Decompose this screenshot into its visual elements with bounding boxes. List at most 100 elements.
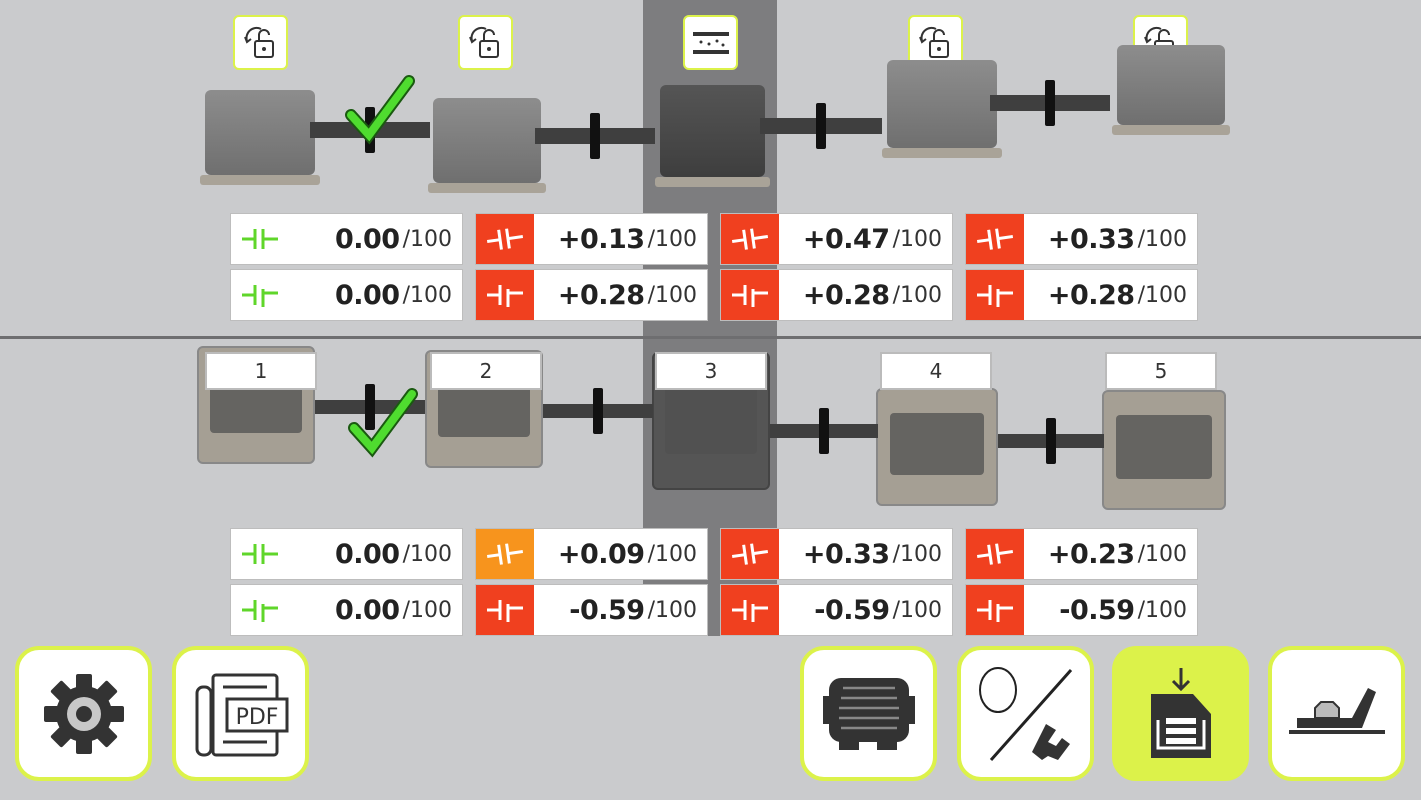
status-bad-icon bbox=[721, 585, 779, 635]
gear-icon bbox=[43, 673, 124, 754]
status-bad-icon bbox=[476, 214, 534, 264]
side-machine-2[interactable] bbox=[428, 98, 546, 201]
status-warn-icon bbox=[476, 529, 534, 579]
value-tolerance: /100 bbox=[647, 226, 697, 252]
value-number: +0.28 bbox=[557, 279, 645, 311]
status-ok-icon bbox=[231, 585, 289, 635]
status-ok-icon bbox=[231, 529, 289, 579]
top-machine-5[interactable] bbox=[1102, 390, 1226, 510]
misalignment-value[interactable]: 0.00/100 bbox=[230, 528, 463, 580]
misalignment-value[interactable]: +0.33/100 bbox=[720, 528, 953, 580]
misalignment-value[interactable]: 0.00/100 bbox=[230, 269, 463, 321]
misalignment-value[interactable]: 0.00/100 bbox=[230, 584, 463, 636]
machine-body bbox=[433, 98, 541, 183]
machine-button[interactable] bbox=[800, 646, 937, 781]
value-number: +0.23 bbox=[1047, 538, 1135, 570]
value-number: 0.00 bbox=[334, 594, 400, 626]
value-tolerance: /100 bbox=[647, 597, 697, 623]
machine-base bbox=[655, 177, 770, 187]
misalignment-value[interactable]: 0.00/100 bbox=[230, 213, 463, 265]
side-machine-3[interactable] bbox=[655, 85, 770, 191]
pdf-report-icon: PDF bbox=[195, 673, 288, 756]
lock-button-1[interactable] bbox=[233, 15, 288, 70]
top-machine-4[interactable] bbox=[876, 388, 998, 506]
machine-label-1[interactable]: 1 bbox=[205, 352, 317, 390]
pdf-label: PDF bbox=[235, 705, 278, 730]
value-tolerance: /100 bbox=[647, 541, 697, 567]
coupling bbox=[816, 103, 826, 149]
machine-housing bbox=[665, 380, 757, 455]
misalignment-value[interactable]: +0.28/100 bbox=[965, 269, 1198, 321]
save-to-card-icon bbox=[1150, 667, 1211, 758]
value-tolerance: /100 bbox=[1137, 226, 1187, 252]
misalignment-value[interactable]: +0.28/100 bbox=[475, 269, 708, 321]
unlock-rotate-icon bbox=[468, 26, 499, 58]
value-tolerance: /100 bbox=[402, 541, 452, 567]
value-number: 0.00 bbox=[334, 538, 400, 570]
status-bad-icon bbox=[966, 270, 1024, 320]
machine-label-2[interactable]: 2 bbox=[430, 352, 542, 390]
misalignment-value[interactable]: +0.33/100 bbox=[965, 213, 1198, 265]
misalignment-value[interactable]: +0.13/100 bbox=[475, 213, 708, 265]
soft-foot-icon bbox=[1288, 687, 1385, 734]
status-bad-icon bbox=[721, 214, 779, 264]
status-ok-icon bbox=[231, 270, 289, 320]
side-machine-4[interactable] bbox=[882, 60, 1002, 168]
value-number: 0.00 bbox=[334, 279, 400, 311]
lock-button-2[interactable] bbox=[458, 15, 513, 70]
rotation-shim-button[interactable] bbox=[957, 646, 1094, 781]
status-bad-icon bbox=[476, 585, 534, 635]
misalignment-value[interactable]: +0.23/100 bbox=[965, 528, 1198, 580]
machine-housing bbox=[1116, 415, 1212, 479]
misalignment-value[interactable]: -0.59/100 bbox=[965, 584, 1198, 636]
value-tolerance: /100 bbox=[892, 282, 942, 308]
value-number: +0.13 bbox=[557, 223, 645, 255]
misalignment-value[interactable]: +0.28/100 bbox=[720, 269, 953, 321]
view-divider bbox=[0, 336, 1421, 339]
value-tolerance: /100 bbox=[892, 226, 942, 252]
coupling bbox=[365, 384, 375, 430]
machine-label-3[interactable]: 3 bbox=[655, 352, 767, 390]
machine-body bbox=[660, 85, 765, 177]
value-tolerance: /100 bbox=[647, 282, 697, 308]
motor-icon bbox=[822, 677, 915, 750]
status-bad-icon bbox=[476, 270, 534, 320]
settings-button[interactable] bbox=[15, 646, 152, 781]
coupling bbox=[819, 408, 829, 454]
value-number: 0.00 bbox=[334, 223, 400, 255]
unlock-rotate-icon bbox=[918, 26, 949, 58]
value-number: +0.28 bbox=[1047, 279, 1135, 311]
value-number: +0.47 bbox=[802, 223, 890, 255]
side-machine-1[interactable] bbox=[200, 90, 320, 193]
value-number: -0.59 bbox=[1059, 594, 1135, 626]
foot-button[interactable] bbox=[1268, 646, 1405, 781]
misalignment-value[interactable]: +0.09/100 bbox=[475, 528, 708, 580]
misalignment-value[interactable]: -0.59/100 bbox=[475, 584, 708, 636]
misalignment-value[interactable]: -0.59/100 bbox=[720, 584, 953, 636]
value-number: +0.33 bbox=[1047, 223, 1135, 255]
coupling bbox=[593, 388, 603, 434]
value-tolerance: /100 bbox=[402, 282, 452, 308]
value-tolerance: /100 bbox=[402, 226, 452, 252]
status-ok-icon bbox=[231, 214, 289, 264]
lock-button-3[interactable] bbox=[683, 15, 738, 70]
value-tolerance: /100 bbox=[1137, 541, 1187, 567]
value-number: -0.59 bbox=[814, 594, 890, 626]
value-tolerance: /100 bbox=[892, 541, 942, 567]
value-tolerance: /100 bbox=[402, 597, 452, 623]
status-bad-icon bbox=[721, 270, 779, 320]
pdf-report-button[interactable]: PDF bbox=[172, 646, 309, 781]
value-tolerance: /100 bbox=[1137, 282, 1187, 308]
machine-label-4[interactable]: 4 bbox=[880, 352, 992, 390]
misalignment-value[interactable]: +0.47/100 bbox=[720, 213, 953, 265]
machine-label-5[interactable]: 5 bbox=[1105, 352, 1217, 390]
value-number: +0.33 bbox=[802, 538, 890, 570]
side-machine-5[interactable] bbox=[1112, 45, 1230, 136]
aligned-check-icon bbox=[345, 75, 415, 149]
save-button[interactable] bbox=[1112, 646, 1249, 781]
machine-housing bbox=[889, 412, 985, 476]
status-bad-icon bbox=[966, 585, 1024, 635]
value-tolerance: /100 bbox=[1137, 597, 1187, 623]
unlock-rotate-icon bbox=[243, 26, 274, 58]
machine-base bbox=[200, 175, 320, 185]
